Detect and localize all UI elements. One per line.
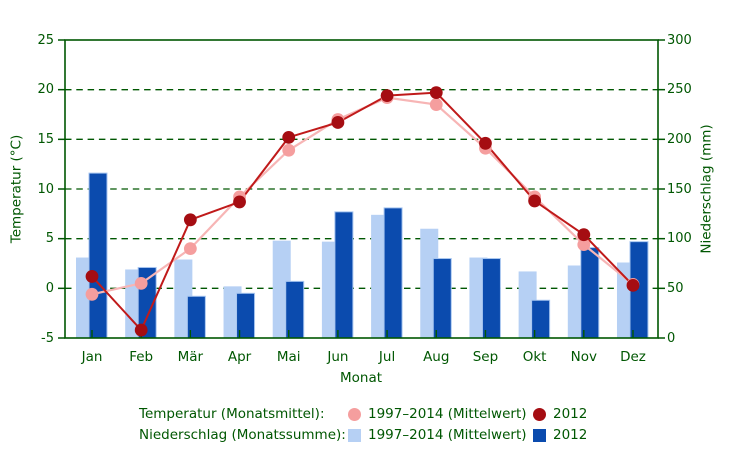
x-tick-label: Mär [177, 349, 204, 365]
temp-point-mean [183, 242, 197, 256]
legend-precip-2012-marker-icon [533, 429, 546, 442]
y-left-tick-label: 5 [45, 231, 54, 247]
y-right-tick-label: 50 [667, 280, 684, 296]
precip-bar-2012 [432, 258, 452, 339]
y-right-tick-label: 200 [667, 131, 692, 147]
temp-point-2012 [183, 213, 197, 227]
y-right-tick-label: 250 [667, 82, 692, 98]
legend-temp-mean-marker-icon [348, 408, 361, 421]
legend-precip-mean-marker-icon [348, 429, 361, 442]
y-left-tick-label: 15 [37, 131, 54, 147]
y-right-tick-label: 0 [667, 330, 676, 346]
temp-point-mean [134, 276, 148, 290]
right-axis-title: Niederschlag (mm) [698, 124, 715, 254]
y-right-tick-label: 300 [667, 32, 692, 48]
precip-bar-2012 [580, 247, 600, 339]
x-tick-label: Mai [276, 349, 301, 365]
precip-bar-2012 [383, 207, 403, 339]
temp-point-2012 [233, 195, 246, 209]
temp-point-mean [282, 143, 296, 157]
y-left-tick-label: 10 [37, 181, 54, 197]
temp-point-mean [577, 238, 591, 252]
y-left-tick-label: -5 [41, 330, 54, 346]
temp-point-2012 [134, 323, 148, 337]
precip-bar-2012 [285, 280, 305, 339]
temp-point-mean [85, 287, 99, 301]
precip-bar-2012 [334, 211, 354, 339]
temp-line-2012 [91, 91, 634, 332]
temp-point-2012 [479, 136, 492, 150]
legend-precip-2012-label: 2012 [553, 427, 588, 443]
x-tick-label: Jul [378, 349, 396, 365]
y-right-tick-label: 100 [667, 231, 692, 247]
temp-point-2012 [528, 194, 542, 208]
x-tick-label: Feb [129, 349, 154, 365]
temp-point-2012 [85, 270, 99, 283]
x-tick-label: Apr [227, 349, 252, 365]
precip-bar-2012 [481, 258, 501, 339]
temp-point-mean [429, 98, 443, 111]
x-axis-title: Monat [339, 370, 383, 386]
y-left-tick-label: 25 [37, 32, 54, 48]
precip-bar-2012 [88, 172, 108, 339]
temp-point-2012 [331, 116, 345, 129]
temp-point-2012 [577, 228, 591, 242]
x-tick-label: Sep [472, 349, 499, 365]
x-tick-label: Jan [81, 349, 103, 365]
temp-point-2012 [626, 278, 640, 292]
temp-point-2012 [282, 130, 296, 144]
legend-temp-mean-label: 1997–2014 (Mittelwert) [368, 406, 527, 422]
y-right-tick-label: 150 [667, 181, 692, 197]
x-tick-label: Dez [620, 349, 646, 365]
legend-precip-mean-label: 1997–2014 (Mittelwert) [368, 427, 527, 443]
temp-point-2012 [380, 89, 394, 103]
legend-temp-row-label: Temperatur (Monatsmittel): [139, 406, 325, 422]
legend-temp-2012-marker-icon [533, 408, 546, 421]
y-left-tick-label: 0 [45, 280, 54, 296]
temp-line-mean [91, 96, 634, 296]
x-tick-label: Aug [423, 349, 450, 365]
legend-precip-row-label: Niederschlag (Monatssumme): [139, 427, 346, 443]
x-tick-label: Okt [522, 349, 547, 365]
x-tick-label: Nov [570, 349, 597, 365]
temp-point-2012 [429, 86, 443, 100]
y-left-tick-label: 20 [37, 82, 54, 98]
x-tick-label: Jun [327, 349, 349, 365]
legend-temp-2012-label: 2012 [553, 406, 588, 422]
